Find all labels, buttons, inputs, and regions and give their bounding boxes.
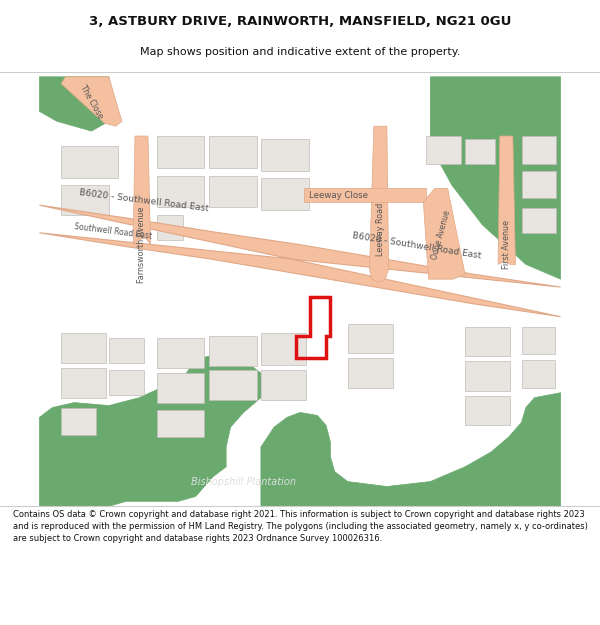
Polygon shape [61,77,122,126]
Text: B6020 - Southwell Road East: B6020 - Southwell Road East [352,231,482,260]
Text: Bishopshill Plantation: Bishopshill Plantation [191,477,296,487]
Bar [521,327,554,354]
Bar [61,186,109,215]
Bar [465,327,510,356]
Bar [61,408,96,435]
Text: Leeway Road: Leeway Road [376,203,385,256]
Polygon shape [40,205,560,317]
Bar [521,171,556,198]
Polygon shape [304,188,426,202]
Polygon shape [370,126,389,282]
Bar [209,336,257,366]
Bar [465,396,510,425]
Bar [209,136,257,168]
Bar [348,324,393,353]
Bar [261,370,306,399]
Polygon shape [498,136,515,264]
Text: Leeway Close: Leeway Close [308,191,368,200]
Bar [348,358,393,387]
Bar [157,373,205,402]
Polygon shape [430,77,560,279]
Bar [521,360,554,388]
Bar [209,370,257,399]
Bar [521,208,556,232]
Bar [109,338,143,363]
Polygon shape [133,136,151,244]
Text: The Close: The Close [78,83,105,120]
Bar [157,409,205,437]
Bar [157,338,205,368]
Polygon shape [261,392,560,566]
Text: 3, ASTBURY DRIVE, RAINWORTH, MANSFIELD, NG21 0GU: 3, ASTBURY DRIVE, RAINWORTH, MANSFIELD, … [89,15,511,28]
Bar [209,176,257,207]
Bar [61,368,106,398]
Polygon shape [40,353,261,566]
Bar [465,139,496,164]
Text: Oone Avenue: Oone Avenue [430,209,452,261]
Bar [261,179,308,210]
Bar [261,334,306,365]
Bar [157,176,205,207]
Bar [157,215,183,240]
Text: Farnsworth Avenue: Farnsworth Avenue [137,206,146,283]
Bar [521,136,556,164]
Bar [61,334,106,363]
Text: Southwell Road East: Southwell Road East [74,222,153,241]
Polygon shape [40,77,118,131]
Bar [61,146,118,177]
Bar [465,361,510,391]
Text: B6020 - Southwell Road East: B6020 - Southwell Road East [79,188,209,214]
Bar [426,136,461,164]
Text: Map shows position and indicative extent of the property.: Map shows position and indicative extent… [140,47,460,57]
Bar [109,370,143,395]
Bar [261,139,308,171]
Polygon shape [424,188,465,279]
Text: Contains OS data © Crown copyright and database right 2021. This information is : Contains OS data © Crown copyright and d… [13,510,588,543]
Bar [157,136,205,168]
Text: First Avenue: First Avenue [502,220,511,269]
